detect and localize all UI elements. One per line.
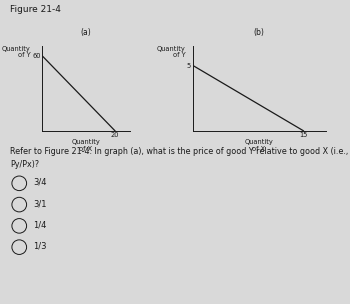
X-axis label: Quantity
of X: Quantity of X — [71, 140, 100, 152]
Text: (a): (a) — [80, 28, 91, 37]
Y-axis label: Quantity
of Y: Quantity of Y — [2, 46, 31, 58]
Text: Figure 21-4: Figure 21-4 — [10, 5, 61, 14]
Text: (b): (b) — [253, 28, 265, 37]
Y-axis label: Quantity
of Y: Quantity of Y — [157, 46, 186, 58]
Text: 3/4: 3/4 — [33, 178, 47, 187]
Text: 1/3: 1/3 — [33, 242, 47, 251]
Text: 3/1: 3/1 — [33, 199, 47, 208]
Text: Py/Px)?: Py/Px)? — [10, 160, 40, 169]
X-axis label: Quantity
of X: Quantity of X — [245, 140, 273, 152]
Text: Refer to Figure 21-4. In graph (a), what is the price of good Y relative to good: Refer to Figure 21-4. In graph (a), what… — [10, 147, 349, 157]
Text: 1/4: 1/4 — [33, 220, 47, 230]
